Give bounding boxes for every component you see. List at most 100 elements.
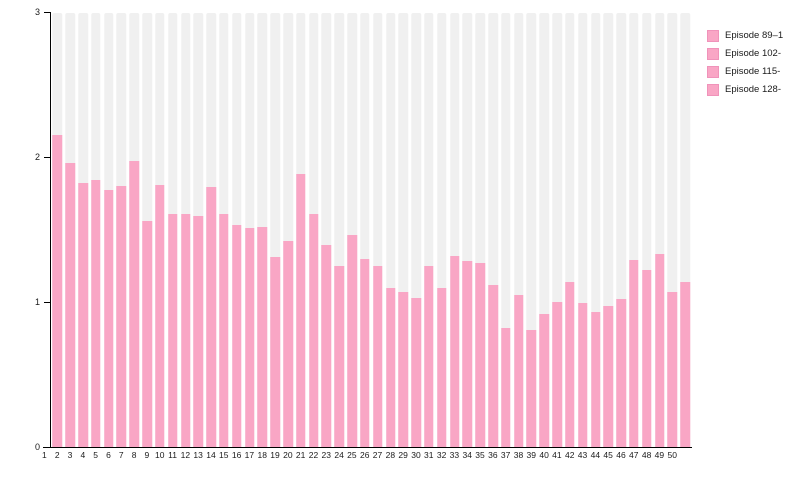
bar-column <box>525 12 538 447</box>
bar[interactable] <box>449 255 460 447</box>
bar-track <box>552 13 562 447</box>
bar[interactable] <box>103 190 114 447</box>
bar-column <box>448 12 461 447</box>
bar[interactable] <box>52 135 63 447</box>
bar[interactable] <box>155 184 165 447</box>
bar-track <box>603 13 614 447</box>
x-axis-line <box>43 447 692 448</box>
x-tick-label: 14 <box>206 450 216 460</box>
bar[interactable] <box>680 281 690 447</box>
bar-column <box>359 12 372 447</box>
bar[interactable] <box>437 287 447 447</box>
bar-track <box>270 13 280 447</box>
bar[interactable] <box>116 186 127 447</box>
bar[interactable] <box>603 306 614 447</box>
bar-column <box>397 12 410 447</box>
bar[interactable] <box>616 299 626 447</box>
bar-column <box>333 12 346 447</box>
bar-column <box>218 12 231 447</box>
bar-column <box>615 12 628 447</box>
y-axis-tick <box>44 157 51 158</box>
legend-item-label: Episode 115- <box>725 66 781 77</box>
bar-column <box>474 12 487 447</box>
bar-track <box>654 13 665 447</box>
x-tick-label: 13 <box>193 450 203 460</box>
bar-column <box>256 12 269 447</box>
bar[interactable] <box>654 254 665 447</box>
x-tick-label: 39 <box>526 450 537 460</box>
bar-track <box>398 13 409 447</box>
bar-track <box>513 13 524 447</box>
bar[interactable] <box>206 187 216 447</box>
bar[interactable] <box>321 245 332 447</box>
x-tick-label: 36 <box>488 450 498 460</box>
bar[interactable] <box>142 220 152 447</box>
bar[interactable] <box>193 216 204 447</box>
y-tick-label: 2 <box>34 152 40 162</box>
bar-column <box>89 12 102 447</box>
bar[interactable] <box>78 183 88 447</box>
bar[interactable] <box>232 225 242 447</box>
bar-column <box>602 12 615 447</box>
bar[interactable] <box>398 291 409 447</box>
legend-item[interactable]: Episode 102- <box>707 47 783 60</box>
bar[interactable] <box>244 228 255 447</box>
legend-item[interactable]: Episode 89–1 <box>707 29 783 42</box>
bar-column <box>243 12 256 447</box>
bar[interactable] <box>347 235 357 447</box>
bar[interactable] <box>462 261 473 447</box>
bar-track <box>424 13 434 447</box>
x-tick-label: 28 <box>385 450 396 460</box>
legend-item[interactable]: Episode 115- <box>707 65 783 78</box>
bar[interactable] <box>488 284 498 447</box>
bar[interactable] <box>360 258 370 447</box>
bar[interactable] <box>372 265 383 447</box>
bar[interactable] <box>424 265 434 447</box>
bar[interactable] <box>590 312 601 447</box>
bar[interactable] <box>334 265 345 447</box>
bar-column <box>205 12 218 447</box>
bar[interactable] <box>667 291 678 447</box>
bar-column <box>115 12 128 447</box>
bar[interactable] <box>180 213 191 447</box>
bar[interactable] <box>475 262 485 447</box>
bar[interactable] <box>552 302 562 447</box>
bar[interactable] <box>513 294 524 447</box>
bar[interactable] <box>539 313 550 447</box>
x-tick-label: 44 <box>590 450 601 460</box>
bar-column <box>576 12 589 447</box>
bar-column <box>77 12 90 447</box>
bar[interactable] <box>129 161 140 447</box>
bar-column <box>51 12 64 447</box>
bar[interactable] <box>577 303 588 447</box>
bar[interactable] <box>308 213 319 447</box>
bar[interactable] <box>257 226 268 447</box>
bar[interactable] <box>629 259 639 447</box>
bar-column <box>166 12 179 447</box>
x-tick-label: 32 <box>436 450 447 460</box>
bar[interactable] <box>385 287 396 447</box>
bar-column <box>512 12 525 447</box>
x-tick-label: 35 <box>475 450 485 460</box>
bar[interactable] <box>501 328 511 447</box>
bar[interactable] <box>283 241 293 447</box>
bar[interactable] <box>91 180 101 447</box>
legend-swatch-icon <box>707 29 719 42</box>
legend-item[interactable]: Episode 128- <box>707 83 783 96</box>
bar[interactable] <box>167 213 178 447</box>
bar[interactable] <box>411 297 421 447</box>
bar-track <box>539 13 550 447</box>
legend-swatch-icon <box>707 47 719 60</box>
bar[interactable] <box>219 213 229 447</box>
plot-area <box>51 12 692 447</box>
bar[interactable] <box>296 174 306 447</box>
bar[interactable] <box>565 281 575 447</box>
x-tick-label: 15 <box>219 450 229 460</box>
bar-track <box>565 13 575 447</box>
x-tick-label: 41 <box>552 450 562 460</box>
bar[interactable] <box>642 270 652 447</box>
bar[interactable] <box>65 162 75 447</box>
bar[interactable] <box>270 257 280 447</box>
bar[interactable] <box>526 329 537 447</box>
bar-track <box>334 13 345 447</box>
